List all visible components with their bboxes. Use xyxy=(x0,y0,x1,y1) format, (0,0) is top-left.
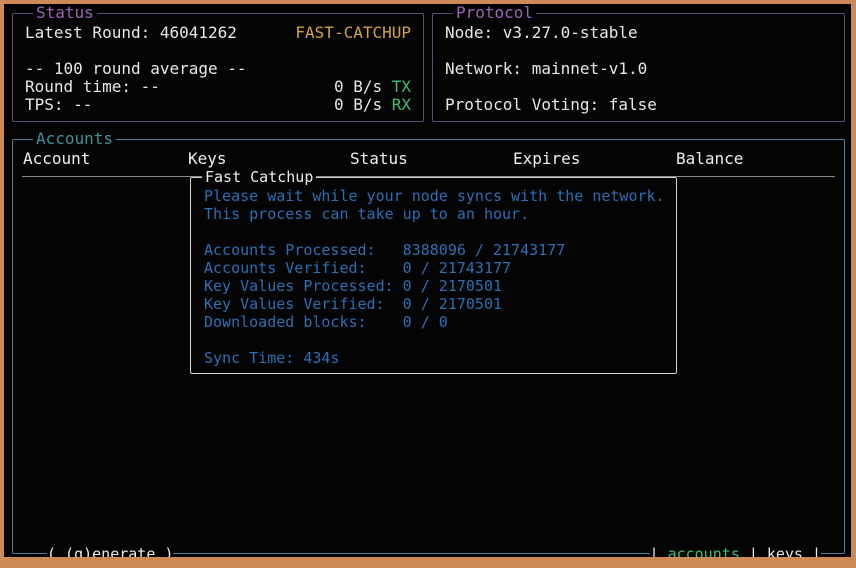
accounts-processed-stat: Accounts Processed: 8388096 / 21743177 xyxy=(204,241,566,259)
fast-catchup-badge: FAST-CATCHUP xyxy=(295,23,411,42)
spacer-row xyxy=(445,42,832,60)
accounts-panel-title: Accounts xyxy=(33,130,117,148)
tab-separator: | xyxy=(811,545,821,563)
key-values-processed-stat: Key Values Processed: 0 / 2170501 xyxy=(204,277,503,295)
column-header-status: Status xyxy=(350,149,408,168)
rx-rate: 0 B/s RX xyxy=(333,95,411,114)
latest-round-value: Latest Round: 46041262 xyxy=(25,23,237,42)
protocol-panel-title: Protocol xyxy=(453,4,537,22)
spacer-row xyxy=(204,223,670,241)
sync-time-stat: Sync Time: 434s xyxy=(204,349,340,367)
tab-accounts[interactable]: accounts xyxy=(667,545,740,563)
tps-value: TPS: -- xyxy=(25,95,93,114)
spacer-row xyxy=(25,42,411,60)
tab-separator: | xyxy=(649,545,659,563)
catchup-message-line: Please wait while your node syncs with t… xyxy=(204,187,665,205)
accounts-panel: Accounts Account Keys Status Expires Bal… xyxy=(12,130,845,563)
fast-catchup-modal: Fast Catchup Please wait while your node… xyxy=(190,168,677,374)
tx-rate: 0 B/s TX xyxy=(333,77,411,96)
accounts-verified-stat: Accounts Verified: 0 / 21743177 xyxy=(204,259,512,277)
tab-keys[interactable]: keys xyxy=(766,545,803,563)
tab-separator: | xyxy=(748,545,758,563)
tx-label: TX xyxy=(391,77,411,96)
round-average-header: -- 100 round average -- xyxy=(25,59,247,78)
spacer-row xyxy=(445,78,832,96)
node-version: Node: v3.27.0-stable xyxy=(445,23,638,42)
generate-button[interactable]: ( (g)enerate ) xyxy=(47,545,174,563)
downloaded-blocks-stat: Downloaded blocks: 0 / 0 xyxy=(204,313,448,331)
spacer-row xyxy=(204,331,670,349)
protocol-voting: Protocol Voting: false xyxy=(445,95,657,114)
status-panel-title: Status xyxy=(33,4,97,22)
fast-catchup-title: Fast Catchup xyxy=(202,168,317,186)
rx-label: RX xyxy=(391,95,411,114)
round-time-value: Round time: -- xyxy=(25,77,160,96)
status-panel: Status Latest Round: 46041262 FAST-CATCH… xyxy=(12,4,424,122)
column-header-expires: Expires xyxy=(513,149,581,168)
column-header-account: Account xyxy=(23,149,91,168)
column-header-keys: Keys xyxy=(188,149,227,168)
protocol-panel: Protocol Node: v3.27.0-stable Network: m… xyxy=(432,4,845,122)
key-values-verified-stat: Key Values Verified: 0 / 2170501 xyxy=(204,295,503,313)
column-header-balance: Balance xyxy=(676,149,744,168)
table-header-divider xyxy=(22,176,835,177)
network-name: Network: mainnet-v1.0 xyxy=(445,59,648,78)
catchup-message-line: This process can take up to an hour. xyxy=(204,205,530,223)
tab-bar: | accounts | keys | xyxy=(649,545,821,563)
